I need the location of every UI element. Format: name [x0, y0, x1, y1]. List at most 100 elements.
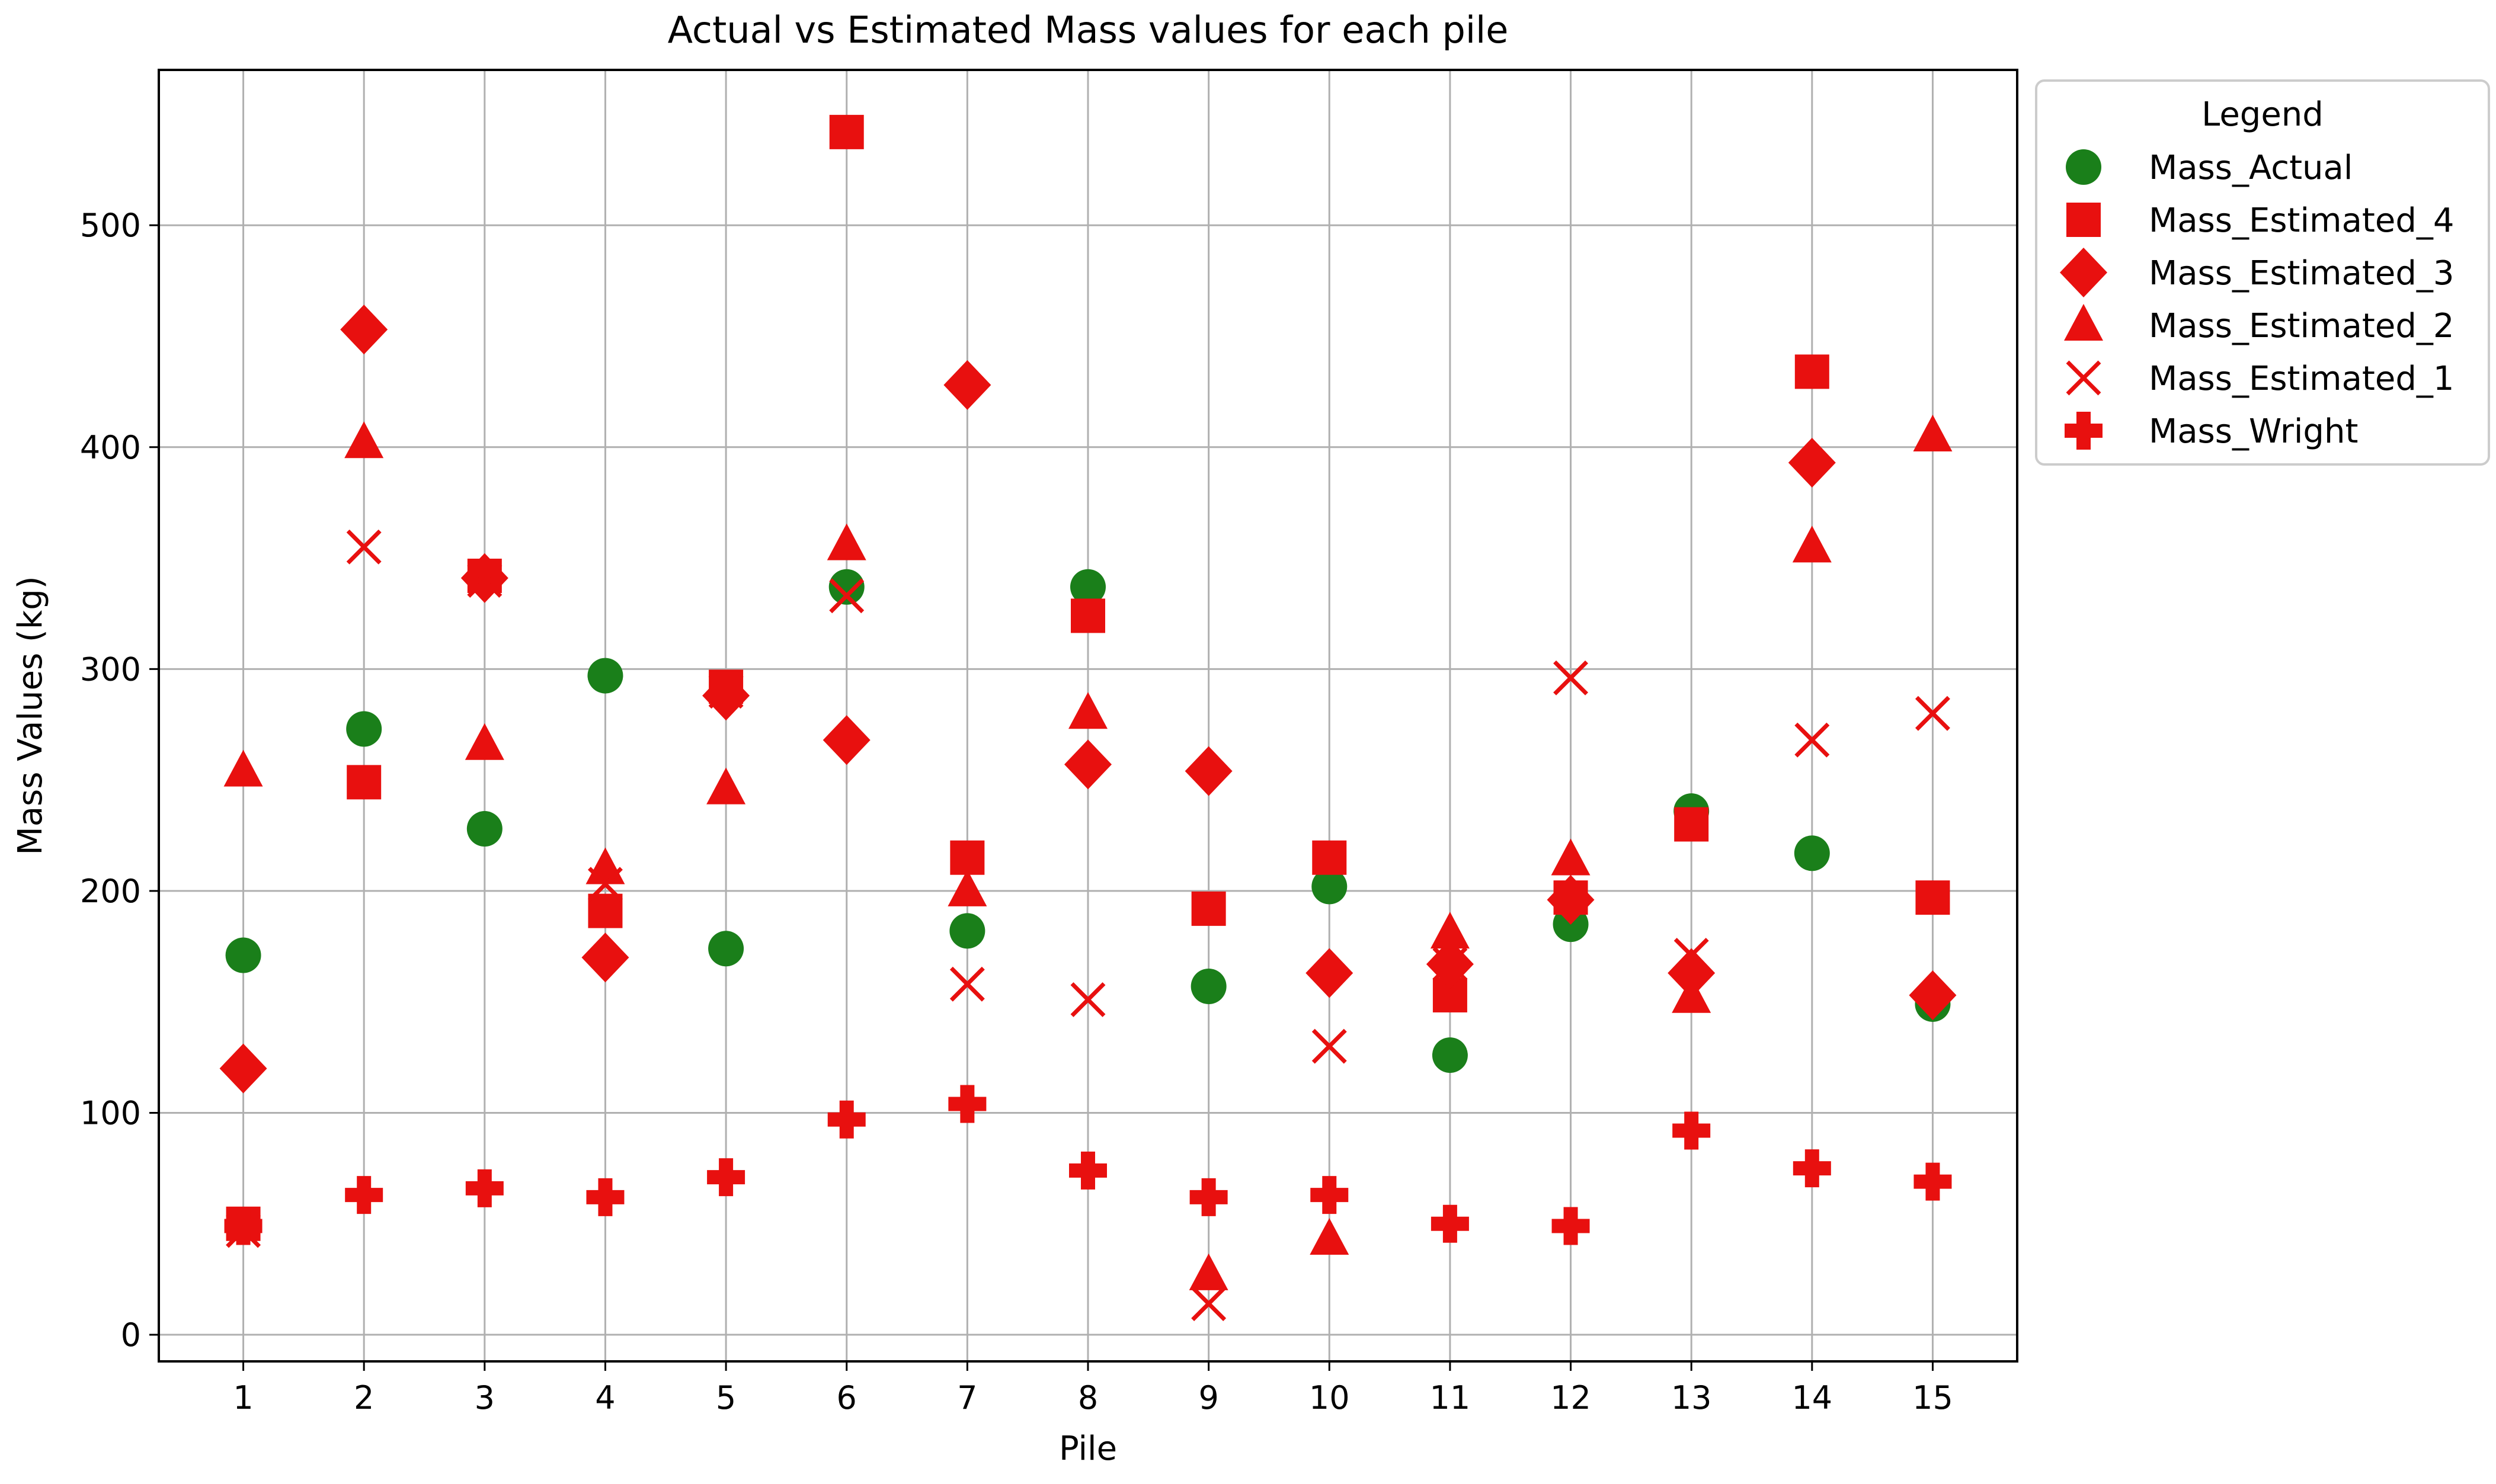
legend-marker [2066, 360, 2101, 396]
legend-item: Mass_Estimated_3 [2060, 248, 2455, 297]
legend-title: Legend [2201, 95, 2324, 134]
data-point [948, 869, 987, 906]
y-tick-label: 300 [80, 650, 141, 688]
y-tick-label: 500 [80, 207, 141, 244]
data-point [1064, 739, 1112, 790]
legend-item: Mass_Actual [2066, 149, 2353, 187]
data-point [702, 671, 750, 721]
data-point [1311, 1028, 1347, 1064]
legend-marker [2060, 248, 2107, 297]
data-point [829, 578, 865, 614]
data-point [467, 563, 503, 598]
y-axis: 0 100 200 300 400 500 [80, 207, 159, 1354]
data-point [1913, 1162, 1952, 1201]
legend-label: Mass_Actual [2149, 149, 2353, 187]
data-point [466, 811, 503, 847]
legend-label: Mass_Wright [2149, 412, 2358, 451]
data-point [823, 715, 871, 765]
data-point [1071, 598, 1105, 633]
data-point [1191, 968, 1227, 1004]
data-point [224, 1207, 263, 1245]
data-point [707, 1158, 745, 1197]
data-point [1794, 354, 1829, 389]
legend-item: Mass_Wright [2065, 412, 2358, 451]
data-point [1909, 970, 1957, 1020]
data-point [1070, 569, 1106, 605]
data-point [345, 1176, 383, 1214]
legend: Legend Mass_Actual Mass_Estimated_4 Mass_E… [2035, 79, 2490, 466]
data-point [219, 1043, 267, 1094]
data-point [1794, 722, 1830, 758]
data-point [1191, 891, 1226, 926]
y-tick-label: 0 [121, 1316, 141, 1354]
x-tick-label: 9 [1198, 1379, 1218, 1416]
data-point [1668, 948, 1716, 998]
data-point [1069, 1151, 1107, 1190]
data-point [1551, 1207, 1590, 1245]
data-point [706, 767, 746, 804]
data-point [708, 674, 744, 709]
data-point [1913, 415, 1953, 452]
data-point [1915, 695, 1950, 731]
x-tick-label: 15 [1912, 1379, 1953, 1416]
data-point [1185, 746, 1233, 796]
data-point [1305, 948, 1353, 998]
data-point [1189, 1253, 1228, 1290]
data-point [344, 421, 384, 459]
data-point [587, 658, 623, 694]
data-point [586, 1178, 625, 1216]
x-tick-label: 3 [475, 1379, 495, 1416]
data-point [1547, 874, 1595, 925]
x-tick-label: 1 [233, 1379, 253, 1416]
data-point [1068, 692, 1108, 729]
data-point [1312, 840, 1347, 875]
data-point [828, 569, 865, 605]
data-point [588, 893, 623, 928]
data-point [347, 765, 382, 800]
data-point [1310, 1217, 1349, 1255]
data-point [1189, 1178, 1228, 1216]
legend-label: Mass_Estimated_2 [2149, 307, 2455, 345]
x-tick-label: 6 [837, 1379, 857, 1416]
x-tick-label: 2 [354, 1379, 374, 1416]
x-tick-label: 14 [1791, 1379, 1832, 1416]
data-point [225, 937, 261, 973]
series-mass-estimated-4 [226, 114, 1950, 1241]
data-point [1915, 880, 1950, 915]
x-tick-label: 7 [957, 1379, 977, 1416]
data-point [1551, 838, 1591, 876]
x-tick-label: 4 [595, 1379, 615, 1416]
data-point [223, 749, 263, 787]
data-point [1794, 835, 1830, 871]
data-point [1788, 437, 1836, 488]
series-mass-wright [224, 1085, 1952, 1245]
legend-label: Mass_Estimated_4 [2149, 201, 2455, 240]
data-point [1432, 1037, 1468, 1073]
legend-item: Mass_Estimated_2 [2064, 304, 2455, 345]
grid [159, 70, 2017, 1361]
x-axis-label: Pile [1059, 1429, 1117, 1468]
data-point [1793, 1149, 1831, 1188]
y-tick-label: 400 [80, 429, 141, 466]
legend-marker [2066, 203, 2101, 237]
x-tick-label: 5 [716, 1379, 736, 1416]
data-point [587, 867, 623, 902]
data-point [950, 840, 985, 875]
data-point [943, 360, 991, 410]
legend-label: Mass_Estimated_3 [2149, 254, 2455, 293]
data-point [1191, 1286, 1227, 1322]
data-point [465, 1169, 504, 1207]
data-point [948, 1085, 987, 1123]
data-point [1070, 982, 1106, 1017]
data-point [708, 931, 744, 967]
legend-marker [2064, 304, 2103, 341]
legend-marker [2065, 412, 2103, 450]
data-point [949, 966, 985, 1002]
data-point [829, 114, 864, 149]
x-axis: 1 2 3 4 5 6 7 8 9 10 11 12 13 14 15 [233, 1361, 1953, 1416]
y-axis-label: Mass Values (kg) [11, 576, 50, 855]
data-point [585, 847, 625, 884]
data-point [1792, 525, 1832, 563]
